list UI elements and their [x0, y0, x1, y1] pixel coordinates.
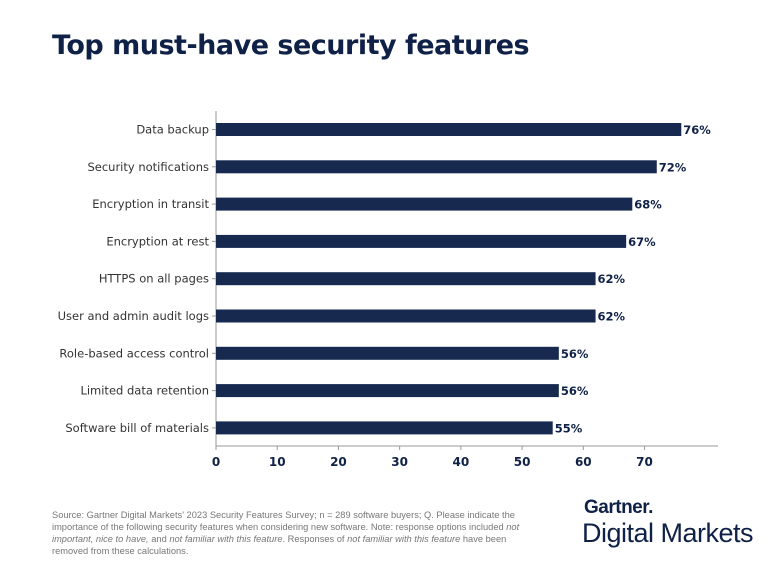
data-label: 67%: [628, 235, 656, 249]
data-label: 62%: [598, 310, 626, 324]
data-label: 68%: [634, 198, 662, 212]
bar: [216, 384, 559, 398]
x-tick-label: 70: [636, 455, 653, 469]
bar: [216, 160, 657, 174]
data-label: 76%: [683, 123, 711, 137]
x-tick-label: 40: [453, 455, 470, 469]
x-tick-label: 10: [269, 455, 286, 469]
category-label: Data backup: [136, 123, 209, 137]
footnote-italic: not familiar with this feature: [169, 534, 283, 544]
data-label: 56%: [561, 384, 589, 398]
category-label: Encryption at rest: [106, 234, 209, 248]
footnote-italic: not important, nice to have,: [52, 522, 520, 544]
x-tick-label: 30: [391, 455, 408, 469]
data-label: 56%: [561, 347, 589, 361]
category-label: Role-based access control: [59, 346, 209, 360]
data-label: 62%: [598, 272, 626, 286]
bar: [216, 123, 682, 136]
bar: [216, 421, 553, 435]
category-label: Software bill of materials: [65, 421, 209, 435]
category-label: Encryption in transit: [92, 197, 209, 211]
digital-markets-logo: Digital Markets: [582, 518, 754, 548]
bar: [216, 346, 559, 360]
x-tick-label: 60: [575, 455, 592, 469]
footnote-italic: not familiar with this feature: [347, 534, 461, 544]
category-label: Limited data retention: [80, 384, 209, 398]
source-footnote: Source: Gartner Digital Markets' 2023 Se…: [52, 509, 542, 557]
bar-chart: Data backup 76% Security notifications 72% E…: [58, 111, 718, 469]
category-label: User and admin audit logs: [58, 309, 209, 323]
x-tick-label: 0: [212, 455, 220, 469]
category-label: HTTPS on all pages: [99, 272, 209, 286]
footnote-text: . Responses of: [282, 534, 348, 544]
bar: [216, 234, 627, 248]
chart-title: Top must-have security features: [52, 30, 530, 61]
bar: [216, 272, 596, 286]
footnote-text: have been removed from these calculation…: [52, 534, 507, 556]
x-tick-label: 50: [514, 455, 531, 469]
footnote-text: and: [148, 534, 170, 544]
category-label: Security notifications: [87, 160, 209, 174]
x-tick-label: 20: [330, 455, 347, 469]
footnote-text: Source: Gartner Digital Markets' 2023 Se…: [52, 510, 515, 532]
data-label: 55%: [555, 421, 583, 435]
bar: [216, 309, 596, 323]
data-label: 72%: [659, 160, 687, 174]
bar: [216, 197, 633, 211]
gartner-logo: Gartner.: [584, 497, 653, 518]
